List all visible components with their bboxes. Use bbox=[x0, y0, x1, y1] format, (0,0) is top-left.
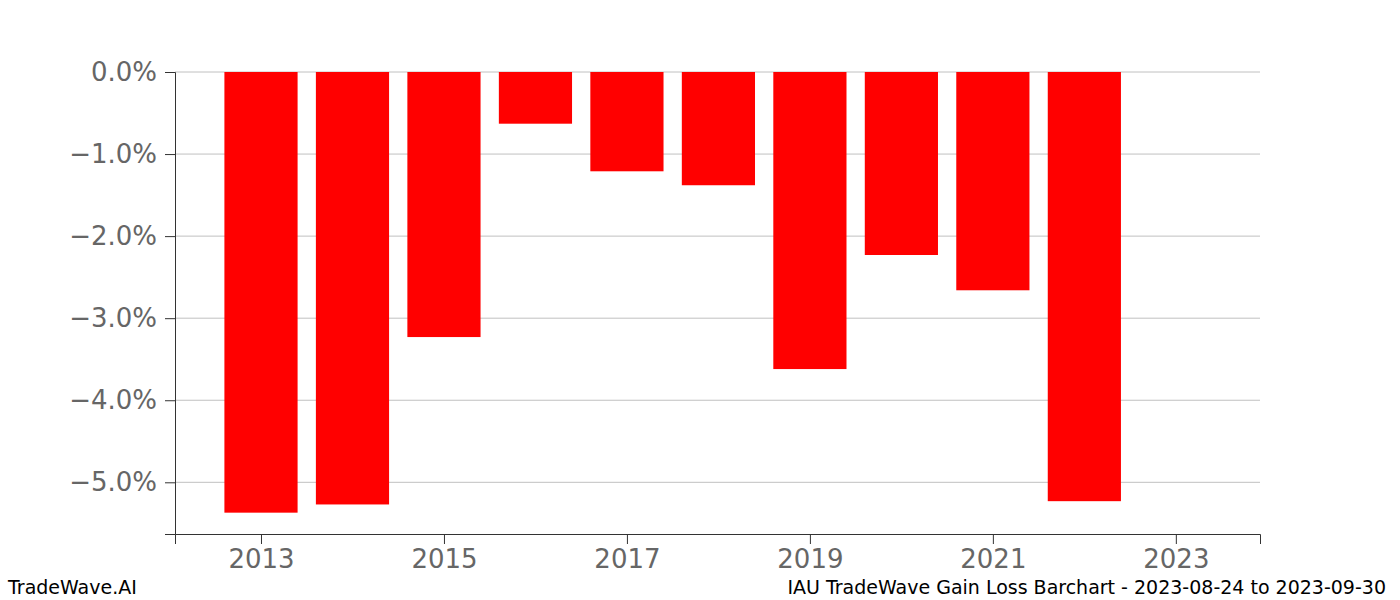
x-axis: 2013 2015 2017 2019 2021 2023 bbox=[176, 534, 1261, 574]
x-tick: 2013 bbox=[228, 534, 294, 574]
bar bbox=[682, 72, 755, 185]
bars bbox=[224, 72, 1121, 513]
y-tick-label: −2.0% bbox=[69, 221, 157, 251]
y-axis-line bbox=[165, 73, 176, 535]
y-tick: −5.0% bbox=[69, 467, 175, 497]
y-tick-mark bbox=[165, 154, 175, 155]
y-axis: 0.0% −1.0% −2.0% −3.0% −4.0% −5.0% bbox=[69, 57, 175, 535]
x-axis-line bbox=[176, 535, 1261, 545]
y-tick-mark bbox=[165, 72, 175, 73]
y-tick: −3.0% bbox=[69, 303, 175, 333]
y-tick-mark bbox=[165, 236, 175, 237]
x-tick-label: 2021 bbox=[960, 544, 1026, 574]
chart: 0.0%−1.0%−2.0%−3.0%−4.0%−5.0%20132015201… bbox=[0, 0, 1400, 600]
x-tick-mark bbox=[993, 534, 994, 544]
footer-right: IAU TradeWave Gain Loss Barchart - 2023-… bbox=[787, 576, 1386, 598]
bar bbox=[499, 72, 572, 124]
bar bbox=[590, 72, 663, 171]
x-tick-label: 2019 bbox=[777, 544, 843, 574]
x-tick: 2015 bbox=[411, 534, 477, 574]
x-tick-mark bbox=[627, 534, 628, 544]
y-tick-label: −3.0% bbox=[69, 303, 157, 333]
x-tick: 2023 bbox=[1143, 534, 1209, 574]
y-tick-label: −1.0% bbox=[69, 139, 157, 169]
x-tick-mark bbox=[810, 534, 811, 544]
bar bbox=[407, 72, 480, 337]
bar bbox=[316, 72, 389, 504]
y-tick-mark bbox=[165, 482, 175, 483]
y-tick-mark bbox=[165, 318, 175, 319]
x-tick-mark bbox=[261, 534, 262, 544]
bar bbox=[1048, 72, 1121, 501]
x-tick-label: 2013 bbox=[228, 544, 294, 574]
x-tick: 2021 bbox=[960, 534, 1026, 574]
bar bbox=[956, 72, 1029, 290]
y-tick-label: −5.0% bbox=[69, 467, 157, 497]
footer-left: TradeWave.AI bbox=[7, 576, 137, 598]
y-tick-mark bbox=[165, 400, 175, 401]
y-tick: 0.0% bbox=[91, 57, 175, 87]
bar bbox=[865, 72, 938, 255]
y-tick: −2.0% bbox=[69, 221, 175, 251]
x-tick-label: 2017 bbox=[594, 544, 660, 574]
bar bbox=[773, 72, 846, 369]
x-tick-mark bbox=[444, 534, 445, 544]
y-tick-label: −4.0% bbox=[69, 385, 157, 415]
x-tick-mark bbox=[1176, 534, 1177, 544]
x-tick: 2019 bbox=[777, 534, 843, 574]
x-tick-label: 2015 bbox=[411, 544, 477, 574]
bar bbox=[224, 72, 297, 513]
x-tick-label: 2023 bbox=[1143, 544, 1209, 574]
y-tick: −4.0% bbox=[69, 385, 175, 415]
y-tick-label: 0.0% bbox=[91, 57, 157, 87]
y-tick: −1.0% bbox=[69, 139, 175, 169]
x-tick: 2017 bbox=[594, 534, 660, 574]
